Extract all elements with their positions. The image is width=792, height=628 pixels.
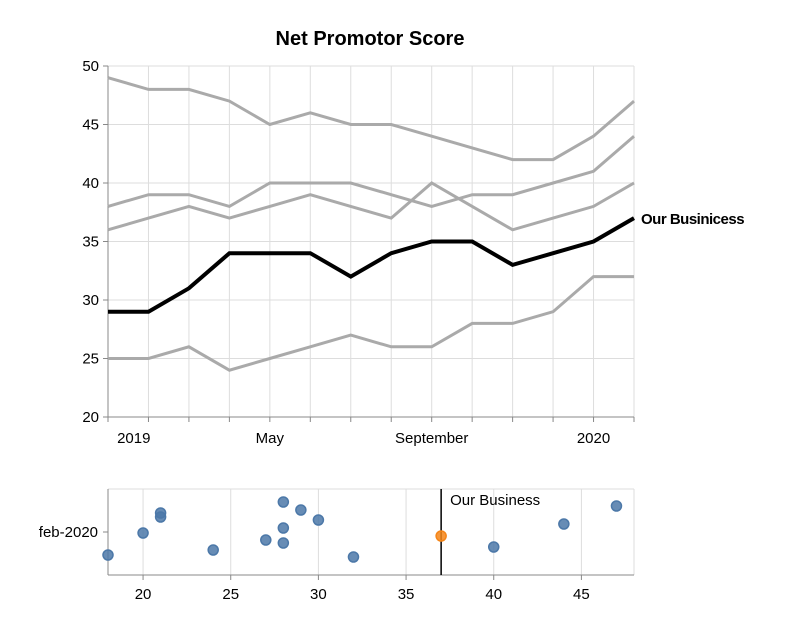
scatter-point [610,500,623,512]
x-tick-label: May [256,430,285,447]
x-tick-label: 30 [310,586,327,603]
scatter-point [347,551,360,563]
series-line-competitor [107,135,635,209]
strip-plot-panel: 20 25 30 35 40 45 feb-2020 Our Business [39,488,635,603]
scatter-point [312,514,325,526]
scatter-point [487,541,500,553]
x-tick-label: 2020 [577,430,610,447]
series-line-competitor [108,275,634,372]
x-tick-label: 25 [222,586,239,603]
scatter-point [102,549,114,561]
x-tick-label: 45 [573,586,590,603]
rule-label: Our Business [450,492,540,509]
line-chart-panel: 20 25 30 35 40 45 50 2019 May September 2020 Our Bu… [82,58,744,447]
scatter-point [295,504,307,516]
y-tick-label: 20 [82,409,99,426]
scatter-point [558,518,570,530]
series-line-our-business [108,216,636,314]
y-category-label: feb-2020 [39,524,98,541]
scatter-point [277,496,290,508]
y-tick-label: 40 [82,175,99,192]
x-tick-label: 35 [398,586,415,603]
y-tick-label: 45 [82,117,99,134]
x-tick-label: 2019 [117,430,150,447]
x-tick-label: 40 [485,586,502,603]
scatter-point [154,511,167,523]
series-line-competitor [107,181,635,232]
x-tick-label: September [395,430,468,447]
y-tick-label: 25 [82,351,99,368]
scatter-point [137,527,149,539]
scatter-point [207,544,219,556]
scatter-point-our-business [435,530,447,542]
y-tick-label: 35 [82,234,99,251]
scatter-point [277,522,290,534]
scatter-point [277,537,290,549]
series-line-competitor [107,76,635,162]
scatter-point [260,534,272,546]
y-tick-label: 50 [82,58,99,75]
y-tick-label: 30 [82,292,99,309]
x-tick-label: 20 [135,586,152,603]
series-end-label: Our Businicess [641,211,744,228]
chart-title: Net Promotor Score [276,28,465,50]
